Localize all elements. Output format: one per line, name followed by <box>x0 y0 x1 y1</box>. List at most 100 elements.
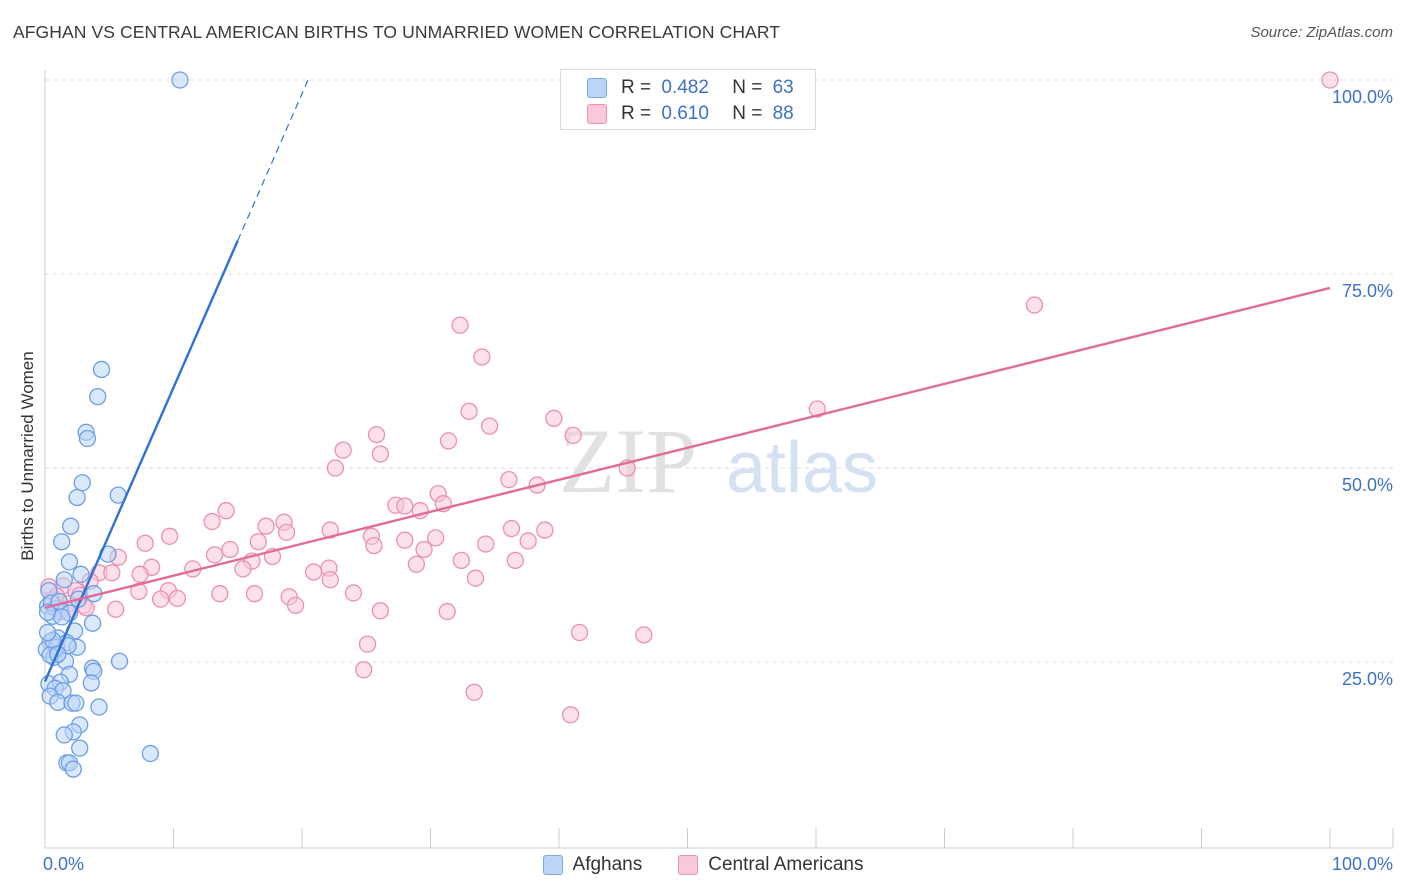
regression-lines <box>43 75 1331 682</box>
central-americans-point <box>396 497 414 515</box>
afghans-point <box>71 739 89 757</box>
central-americans-point <box>415 540 433 559</box>
afghans-point <box>78 429 97 448</box>
afghans-point <box>92 360 111 379</box>
central-americans-n-value: 88 <box>772 103 794 124</box>
central-americans-point <box>326 459 345 477</box>
afghans-point <box>62 517 80 535</box>
afghans-point <box>53 533 71 551</box>
afghans-r-value: 0.482 <box>661 77 709 98</box>
central-americans-point <box>321 571 339 589</box>
central-americans-point <box>358 635 377 653</box>
axes <box>44 70 1394 849</box>
central-americans-legend-label: Central Americans <box>708 854 864 875</box>
afghans-point <box>38 623 57 642</box>
afghans-point <box>72 565 90 583</box>
afghans-point <box>67 694 85 712</box>
central-americans-point <box>635 626 653 644</box>
central-americans-point <box>217 502 235 520</box>
central-americans-point <box>277 523 296 542</box>
central-americans-point <box>545 409 563 427</box>
central-americans-point <box>365 536 383 555</box>
afghans-trend-line <box>43 240 239 682</box>
afghans-trend-extension <box>237 75 311 241</box>
legend-item-central-americans[interactable]: Central Americans <box>678 854 863 876</box>
afghans-n-value: 63 <box>772 77 794 98</box>
central-americans-point <box>334 441 352 459</box>
central-americans-point <box>205 546 224 564</box>
chart-title: AFGHAN VS CENTRAL AMERICAN BIRTHS TO UNM… <box>13 22 781 42</box>
central-americans-point <box>371 602 390 620</box>
central-americans-point <box>536 521 554 539</box>
central-americans-swatch <box>587 104 607 124</box>
afghans-point <box>55 571 73 589</box>
watermark: ZIP atlas <box>559 410 878 512</box>
central-americans-point <box>221 540 239 559</box>
central-americans-point <box>304 563 323 581</box>
central-americans-point <box>506 551 524 569</box>
x-tick-label: 0.0% <box>43 854 84 874</box>
central-americans-point <box>438 602 456 621</box>
y-tick-label: 25.0% <box>1342 669 1393 689</box>
bottom-legend: Afghans Central Americans <box>0 850 1406 880</box>
afghans-point <box>53 608 71 626</box>
central-americans-point <box>1025 296 1044 314</box>
watermark-atlas: atlas <box>726 428 878 508</box>
central-americans-point <box>211 585 229 603</box>
central-americans-point <box>1321 71 1339 89</box>
central-americans-point <box>151 590 170 608</box>
central-americans-point <box>103 564 121 582</box>
legend-item-afghans[interactable]: Afghans <box>542 854 642 876</box>
central-americans-point <box>561 706 580 724</box>
afghans-point <box>68 488 86 507</box>
r-label: R = <box>621 77 652 98</box>
central-americans-point <box>808 400 826 418</box>
central-americans-point <box>452 551 470 569</box>
central-americans-point <box>371 445 390 463</box>
central-americans-trend-line <box>44 286 1331 609</box>
tick-labels: 25.0% 50.0% 75.0% 100.0% 0.0% 100.0% <box>43 87 1393 874</box>
central-americans-point <box>502 519 521 538</box>
central-americans-point <box>465 683 483 701</box>
y-tick-label: 50.0% <box>1342 475 1393 495</box>
central-americans-point <box>466 569 485 587</box>
central-americans-point <box>203 512 221 531</box>
central-americans-point <box>107 600 125 618</box>
source-label: Source: ZipAtlas.com <box>1250 24 1393 41</box>
central-americans-point <box>131 565 149 583</box>
afghans-swatch <box>587 78 607 98</box>
central-americans-point <box>160 527 179 545</box>
central-americans-point <box>367 425 386 444</box>
stats-legend: R = 0.482 N = 63 R = 0.610 N = 88 <box>560 69 816 130</box>
n-label: N = <box>732 103 763 124</box>
afghans-point <box>83 614 102 632</box>
central-americans-point <box>168 589 187 608</box>
afghans-point <box>60 553 79 571</box>
central-americans-point <box>355 661 373 679</box>
afghans-point <box>64 760 82 778</box>
r-label: R = <box>621 103 652 124</box>
afghans-points <box>37 71 189 778</box>
central-americans-point <box>451 316 469 334</box>
x-tick-label: 100.0% <box>1332 854 1393 874</box>
central-americans-point <box>407 555 426 573</box>
central-americans-point <box>519 532 537 550</box>
central-americans-point <box>473 348 491 366</box>
central-americans-point <box>439 432 458 450</box>
central-americans-point <box>344 584 363 602</box>
central-americans-point <box>249 533 267 551</box>
afghans-point <box>55 726 73 744</box>
y-tick-label: 75.0% <box>1342 281 1393 301</box>
central-americans-point <box>426 529 445 547</box>
central-americans-point <box>257 517 275 535</box>
central-americans-point <box>480 417 499 435</box>
afghans-point <box>141 744 160 763</box>
y-tick-label: 100.0% <box>1332 87 1393 107</box>
central-americans-legend-swatch <box>678 855 699 875</box>
afghans-legend-swatch <box>542 855 563 875</box>
n-label: N = <box>732 77 763 98</box>
central-americans-point <box>234 560 252 578</box>
central-americans-point <box>460 402 478 421</box>
afghans-point <box>110 652 129 670</box>
